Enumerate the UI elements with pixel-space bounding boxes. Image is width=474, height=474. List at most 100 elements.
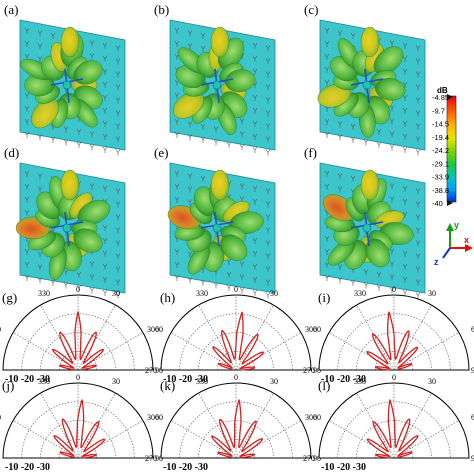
colorbar-tick-label: -29.1 (432, 159, 449, 168)
panel-3d: (b) (154, 2, 276, 156)
colorbar-tick-label: -33.9 (432, 173, 449, 182)
x-axis-label: x (464, 235, 469, 245)
colorbar-unit: dB (437, 86, 448, 95)
polar-grid-ring (374, 351, 414, 371)
polar-grid-ring (179, 401, 293, 459)
polar-grid-spoke (170, 332, 237, 371)
polar-angle-label: 60 (471, 325, 474, 334)
polar-grid-ring (198, 332, 274, 371)
panel-3d: (a) (4, 2, 126, 156)
polar-grid-ring (40, 420, 116, 459)
polar-angle-label: 60 (313, 413, 321, 422)
panel-label: (j) (2, 378, 14, 393)
radiation-lobes (20, 26, 103, 129)
polar-grid-spoke (12, 420, 79, 459)
polar-radial-labels: -10 -20 -30 (5, 462, 50, 473)
polar-radial-labels: -10 -20 -30 (163, 462, 208, 473)
polar-angle-label: 300 (147, 325, 159, 334)
polar-angle-label: 0 (76, 373, 80, 382)
polar-grid-ring (216, 439, 256, 459)
colorbar-bottom-marker-icon (447, 200, 453, 206)
radiation-pattern-curve (366, 311, 419, 371)
polar-angle-label: 330 (38, 377, 50, 386)
z-axis-arrow (442, 247, 451, 259)
colorbar: dB -4.85 -9.7 -14.5 -19.4 -24.2 -29.1 -33.9 -38… (432, 86, 457, 208)
radiation-lobes (167, 169, 264, 275)
radiation-pattern-curve (212, 311, 265, 371)
panel-label: (d) (4, 145, 19, 160)
polar-angle-label: 60 (155, 413, 163, 422)
polar-radial-labels: -10 -20 -30 (321, 374, 366, 385)
colorbar-tick-label: -4.85 (432, 93, 449, 102)
polar-grid-ring (58, 439, 98, 459)
x-arrowhead-icon (465, 244, 473, 252)
polar-grid-spoke (40, 304, 79, 371)
polar-angle-label: 0 (392, 373, 396, 382)
polar-grid-spoke (235, 392, 274, 459)
radiation-pattern-curve (53, 399, 106, 459)
colorbar-tick-label: -38.8 (432, 186, 449, 195)
polar-angle-label: 90 (471, 454, 474, 463)
polar-grid-spoke (328, 332, 395, 371)
polar-grid-spoke (356, 304, 395, 371)
polar-grid-spoke (393, 420, 460, 459)
polar-grid-ring (216, 351, 256, 371)
radiation-lobes (317, 26, 406, 139)
colorbar-tick-label: -40 (432, 199, 443, 208)
panel-label: (l) (318, 378, 330, 393)
polar-grid-spoke (235, 304, 274, 371)
polar-grid-ring (179, 313, 293, 371)
polar-grid-ring (337, 313, 451, 371)
polar-angle-label: 90 (155, 454, 163, 463)
polar-grid-ring (374, 439, 414, 459)
colorbar-ticks: -4.85 -9.7 -14.5 -19.4 -24.2 -29.1 -33.9 -38.8 -… (432, 93, 449, 208)
polar-grid-spoke (356, 392, 395, 459)
polar-angle-label: 90 (471, 366, 474, 375)
polar-angle-label: 30 (428, 377, 436, 386)
polar-angle-label: 300 (147, 413, 159, 422)
panel-3d: (f) (304, 145, 426, 299)
polar-angle-label: 330 (196, 377, 208, 386)
polar-angle-label: 330 (196, 289, 208, 298)
polar-angle-label: 300 (0, 413, 1, 422)
colorbar-tick-label: -14.5 (432, 120, 449, 129)
y-axis-label: y (454, 220, 459, 230)
colorbar-tick-label: -19.4 (432, 133, 449, 142)
polar-angle-label: 30 (270, 377, 278, 386)
z-axis-label: z (434, 257, 439, 267)
polar-grid-ring (40, 332, 116, 371)
polar-angle-label: 330 (354, 377, 366, 386)
polar-grid-ring (58, 351, 98, 371)
polar-angle-label: 300 (305, 413, 317, 422)
polar-grid-spoke (77, 392, 116, 459)
polar-grid-ring (356, 420, 432, 459)
polar-angle-label: 30 (112, 377, 120, 386)
polar-angle-label: 270 (145, 454, 157, 463)
polar-angle-label: 60 (155, 325, 163, 334)
panel-label: (g) (2, 290, 17, 305)
polar-grid-ring (198, 420, 274, 459)
panel-label: (i) (318, 290, 330, 305)
radiation-lobes (172, 26, 256, 135)
panel-label: (b) (154, 2, 169, 17)
panel-3d: (d) (4, 145, 126, 299)
polar-grid-spoke (170, 420, 237, 459)
polar-angle-label: 0 (234, 373, 238, 382)
polar-angle-label: 0 (76, 285, 80, 294)
polar-grid-spoke (77, 304, 116, 371)
radiation-pattern-curve (211, 399, 264, 459)
polar-angle-label: 0 (392, 285, 396, 294)
polar-angle-label: 30 (428, 289, 436, 298)
colorbar-top-marker-icon (447, 94, 453, 100)
polar-grid-ring (356, 332, 432, 371)
polar-angle-label: 90 (313, 366, 321, 375)
colorbar-gradient (446, 95, 457, 203)
panel-3d: (c) (304, 2, 426, 156)
polar-angle-label: 270 (303, 366, 315, 375)
